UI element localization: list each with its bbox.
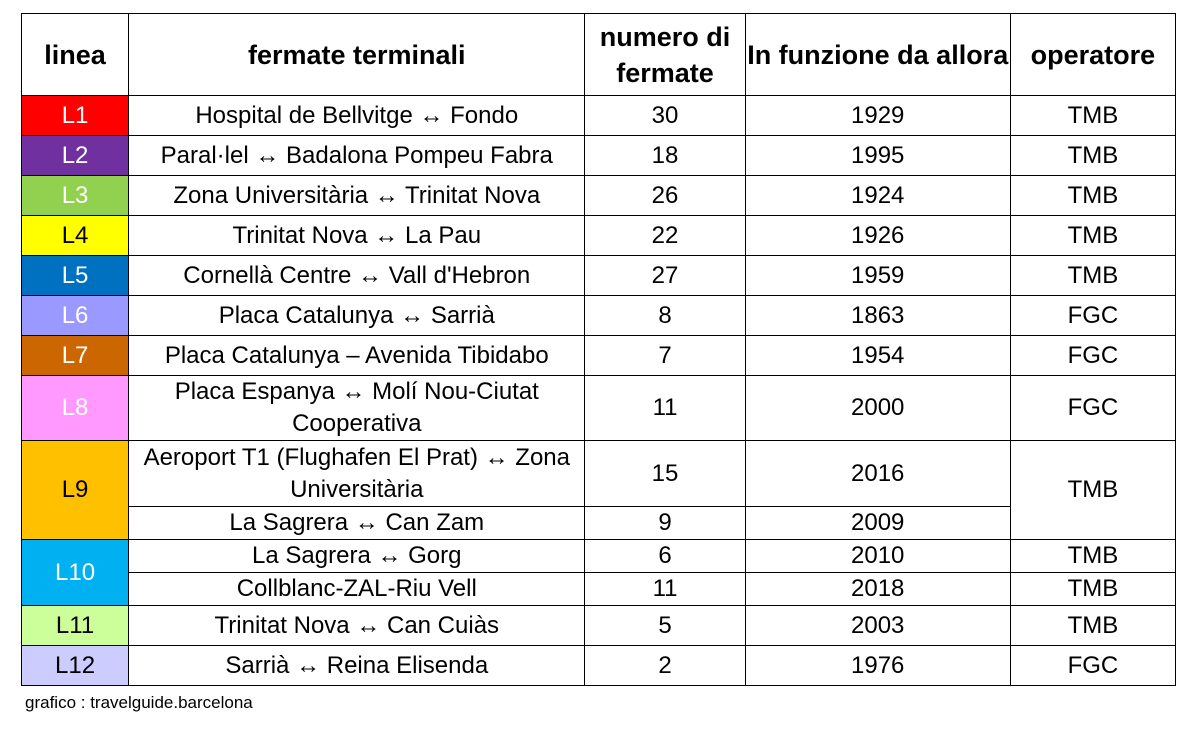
table-row: La Sagrera ↔ Can Zam 9 2009 [22, 506, 1176, 540]
operator-cell: TMB [1009, 572, 1177, 606]
terminals-cell: Paral·lel ↔ Badalona Pompeu Fabra [128, 135, 586, 176]
header-line: linea [20, 13, 130, 96]
operator-cell: TMB [1009, 95, 1177, 136]
since-cell: 1959 [744, 255, 1011, 296]
stops-cell: 11 [584, 572, 746, 606]
credit-text: grafico : travelguide.barcelona [25, 693, 253, 712]
line-badge: L12 [20, 645, 130, 686]
since-cell: 1924 [744, 175, 1011, 216]
terminals-cell: La Sagrera ↔ Gorg [128, 539, 586, 573]
header-operator: operatore [1009, 13, 1177, 96]
since-cell: 2003 [744, 605, 1011, 646]
table-header: linea fermate terminali numero di fermat… [20, 13, 1177, 96]
header-since: In funzione da allora [744, 13, 1011, 96]
header-terminals: fermate terminali [128, 13, 586, 96]
line-badge: L5 [20, 255, 130, 296]
since-cell: 2000 [744, 375, 1011, 441]
line-badge: L9 [20, 440, 130, 540]
operator-cell: TMB [1009, 539, 1177, 573]
stops-cell: 30 [584, 95, 746, 136]
line-badge: L7 [20, 335, 130, 376]
terminals-cell: Trinitat Nova ↔ La Pau [128, 215, 586, 256]
terminals-cell: Hospital de Bellvitge ↔ Fondo [128, 95, 586, 136]
since-cell: 1954 [744, 335, 1011, 376]
table-row: L2 Paral·lel ↔ Badalona Pompeu Fabra 18 199… [20, 135, 1177, 176]
line-badge: L6 [20, 295, 130, 336]
stops-cell: 8 [584, 295, 746, 336]
operator-cell: TMB [1009, 440, 1177, 540]
since-cell: 1995 [744, 135, 1011, 176]
line-badge: L1 [20, 95, 130, 136]
header-stops: numero di fermate [584, 13, 746, 96]
table-row: L12 Sarrià ↔ Reina Elisenda 2 1976 FGC [20, 645, 1177, 686]
table-body: L1 Hospital de Bellvitge ↔ Fondo 30 1929 TMB… [20, 95, 1177, 686]
stops-cell: 6 [584, 539, 746, 573]
terminals-cell: Placa Catalunya ↔ Sarrià [128, 295, 586, 336]
since-cell: 2010 [744, 539, 1011, 573]
table-row: L11 Trinitat Nova ↔ Can Cuiàs 5 2003 TMB [20, 605, 1177, 646]
operator-cell: TMB [1009, 135, 1177, 176]
table-row: L3 Zona Universitària ↔ Trinitat Nova 26 19… [20, 175, 1177, 216]
terminals-cell: Trinitat Nova ↔ Can Cuiàs [128, 605, 586, 646]
terminals-cell: Placa Espanya ↔ Molí Nou-Ciutat Cooperat… [128, 375, 586, 441]
table-row: L6 Placa Catalunya ↔ Sarrià 8 1863 FGC [20, 295, 1177, 336]
operator-cell: FGC [1009, 375, 1177, 441]
stops-cell: 27 [584, 255, 746, 296]
since-cell: 1863 [744, 295, 1011, 336]
terminals-cell: Cornellà Centre ↔ Vall d'Hebron [128, 255, 586, 296]
terminals-cell: Aeroport T1 (Flughafen El Prat) ↔ Zona U… [128, 440, 586, 507]
table-row: L10 La Sagrera ↔ Gorg 6 2010 TMB [20, 539, 1177, 606]
since-cell: 1976 [744, 645, 1011, 686]
table-row: L1 Hospital de Bellvitge ↔ Fondo 30 1929 TMB [20, 95, 1177, 136]
stops-cell: 22 [584, 215, 746, 256]
terminals-cell: Zona Universitària ↔ Trinitat Nova [128, 175, 586, 216]
operator-cell: TMB [1009, 175, 1177, 216]
stops-cell: 7 [584, 335, 746, 376]
operator-cell: TMB [1009, 255, 1177, 296]
since-cell: 1926 [744, 215, 1011, 256]
table-row: L8 Placa Espanya ↔ Molí Nou-Ciutat Cooper… [20, 375, 1177, 441]
since-cell: 2016 [744, 440, 1011, 507]
stops-cell: 5 [584, 605, 746, 646]
operator-cell: TMB [1009, 215, 1177, 256]
table-row: L9 Aeroport T1 (Flughafen El Prat) ↔ Zona… [20, 440, 1177, 540]
stops-cell: 26 [584, 175, 746, 216]
since-cell: 2018 [744, 572, 1011, 606]
operator-cell: FGC [1009, 295, 1177, 336]
since-cell: 2009 [744, 506, 1011, 540]
terminals-cell: Sarrià ↔ Reina Elisenda [128, 645, 586, 686]
table-row: L4 Trinitat Nova ↔ La Pau 22 1926 TMB [20, 215, 1177, 256]
stops-cell: 11 [584, 375, 746, 441]
stops-cell: 18 [584, 135, 746, 176]
operator-cell: FGC [1009, 335, 1177, 376]
terminals-cell: Placa Catalunya – Avenida Tibidabo [128, 335, 586, 376]
stops-cell: 15 [584, 440, 746, 507]
since-cell: 1929 [744, 95, 1011, 136]
line-badge: L2 [20, 135, 130, 176]
stops-cell: 2 [584, 645, 746, 686]
table-row: L5 Cornellà Centre ↔ Vall d'Hebron 27 1959 T… [20, 255, 1177, 296]
line-badge: L8 [20, 375, 130, 441]
table-row: L7 Placa Catalunya – Avenida Tibidabo 7 195… [20, 335, 1177, 376]
line-badge: L3 [20, 175, 130, 216]
table-row: Collblanc-ZAL-Riu Vell 11 2018 TMB [22, 572, 1177, 606]
line-badge: L11 [20, 605, 130, 646]
operator-cell: FGC [1009, 645, 1177, 686]
metro-lines-table: linea fermate terminali numero di fermat… [20, 13, 1177, 686]
terminals-cell: Collblanc-ZAL-Riu Vell [128, 572, 586, 606]
line-badge: L4 [20, 215, 130, 256]
stops-cell: 9 [584, 506, 746, 540]
operator-cell: TMB [1009, 605, 1177, 646]
terminals-cell: La Sagrera ↔ Can Zam [128, 506, 586, 540]
line-badge: L10 [20, 539, 130, 606]
